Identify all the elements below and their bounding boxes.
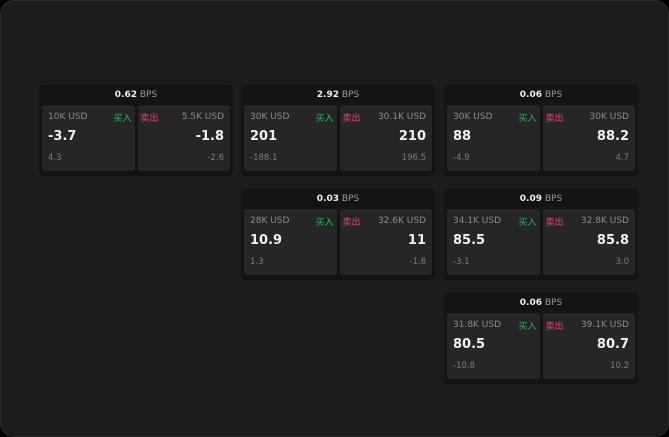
sell-label: 卖出 [545, 322, 564, 332]
buy-label: 买入 [518, 218, 537, 228]
buy-size: 30K USD [453, 112, 493, 122]
sell-quote-button[interactable]: 卖出 32.6K USD 11 -1.8 [339, 209, 432, 275]
sell-label: 卖出 [545, 114, 564, 124]
quote-panel: 0.06 BPS 31.8K USD 买入 80.5 -10.8 卖出 39.1… [444, 293, 638, 384]
sell-size: 39.1K USD [580, 320, 629, 330]
buy-label: 买入 [315, 218, 334, 228]
spread-header: 0.06 BPS [444, 293, 638, 313]
spread-value: 2.92 [316, 90, 339, 100]
spread-header: 0.09 BPS [444, 189, 638, 209]
sell-label: 卖出 [140, 114, 159, 124]
buy-label: 买入 [518, 114, 537, 124]
buy-size: 28K USD [250, 216, 290, 226]
buy-size: 30K USD [250, 112, 290, 122]
spread-value: 0.09 [519, 194, 542, 204]
sell-quote-button[interactable]: 卖出 30.1K USD 210 196.5 [339, 105, 432, 171]
sell-change: 196.5 [401, 153, 426, 163]
buy-quote-button[interactable]: 31.8K USD 买入 80.5 -10.8 [447, 313, 540, 379]
sell-quote-button[interactable]: 卖出 30K USD 88.2 4.7 [542, 105, 635, 171]
quote-panel: 0.09 BPS 34.1K USD 买入 85.5 -3.1 卖出 32.8K… [444, 189, 638, 280]
sell-size: 30.1K USD [377, 112, 426, 122]
sell-size: 5.5K USD [181, 112, 224, 122]
quote-panel: 0.03 BPS 28K USD 买入 10.9 1.3 卖出 32.6K US… [241, 189, 435, 280]
sell-price: 11 [407, 233, 426, 248]
spread-unit: BPS [544, 194, 563, 204]
buy-change: 4.3 [48, 153, 62, 163]
buy-quote-button[interactable]: 10K USD 买入 -3.7 4.3 [42, 105, 135, 171]
sell-size: 32.8K USD [580, 216, 629, 226]
sell-quote-button[interactable]: 卖出 39.1K USD 80.7 10.2 [542, 313, 635, 379]
spread-unit: BPS [139, 90, 158, 100]
buy-quote-button[interactable]: 34.1K USD 买入 85.5 -3.1 [447, 209, 540, 275]
sell-label: 卖出 [342, 218, 361, 228]
sell-change: 3.0 [615, 257, 629, 267]
sell-quote-button[interactable]: 卖出 5.5K USD -1.8 -2.6 [137, 105, 230, 171]
sell-change: -2.6 [207, 153, 224, 163]
sell-size: 32.6K USD [377, 216, 426, 226]
buy-label: 买入 [113, 114, 132, 124]
quote-panel: 0.62 BPS 10K USD 买入 -3.7 4.3 卖出 5.5K USD… [39, 85, 233, 176]
sell-change: -1.8 [409, 257, 426, 267]
buy-price: 85.5 [453, 233, 486, 248]
sell-change: 10.2 [610, 361, 629, 371]
buy-price: 88 [453, 129, 472, 144]
buy-price: 10.9 [250, 233, 283, 248]
buy-size: 31.8K USD [453, 320, 502, 330]
sell-price: 210 [398, 129, 426, 144]
buy-size: 10K USD [48, 112, 88, 122]
quote-panel: 0.06 BPS 30K USD 买入 88 -4.9 卖出 30K USD 8… [444, 85, 638, 176]
spread-unit: BPS [341, 90, 360, 100]
sell-price: 85.8 [596, 233, 629, 248]
buy-quote-button[interactable]: 28K USD 买入 10.9 1.3 [244, 209, 337, 275]
spread-header: 0.03 BPS [241, 189, 435, 209]
sell-size: 30K USD [589, 112, 629, 122]
spread-value: 0.62 [114, 90, 137, 100]
spread-value: 0.06 [519, 298, 542, 308]
sell-change: 4.7 [615, 153, 629, 163]
spread-value: 0.03 [316, 194, 339, 204]
spread-unit: BPS [544, 298, 563, 308]
spread-unit: BPS [341, 194, 360, 204]
buy-quote-button[interactable]: 30K USD 买入 88 -4.9 [447, 105, 540, 171]
sell-quote-button[interactable]: 卖出 32.8K USD 85.8 3.0 [542, 209, 635, 275]
buy-change: -10.8 [453, 361, 475, 371]
buy-change: 1.3 [250, 257, 264, 267]
quote-panel: 2.92 BPS 30K USD 买入 201 -188.1 卖出 30.1K … [241, 85, 435, 176]
spread-header: 0.62 BPS [39, 85, 233, 105]
buy-label: 买入 [518, 322, 537, 332]
sell-price: -1.8 [195, 129, 224, 144]
sell-label: 卖出 [342, 114, 361, 124]
spread-header: 2.92 BPS [241, 85, 435, 105]
buy-quote-button[interactable]: 30K USD 买入 201 -188.1 [244, 105, 337, 171]
spread-unit: BPS [544, 90, 563, 100]
buy-price: 80.5 [453, 337, 486, 352]
sell-label: 卖出 [545, 218, 564, 228]
spread-header: 0.06 BPS [444, 85, 638, 105]
spread-value: 0.06 [519, 90, 542, 100]
buy-size: 34.1K USD [453, 216, 502, 226]
buy-change: -188.1 [250, 153, 278, 163]
sell-price: 88.2 [596, 129, 629, 144]
sell-price: 80.7 [596, 337, 629, 352]
buy-change: -4.9 [453, 153, 470, 163]
buy-label: 买入 [315, 114, 334, 124]
buy-price: 201 [250, 129, 278, 144]
buy-change: -3.1 [453, 257, 470, 267]
buy-price: -3.7 [48, 129, 77, 144]
